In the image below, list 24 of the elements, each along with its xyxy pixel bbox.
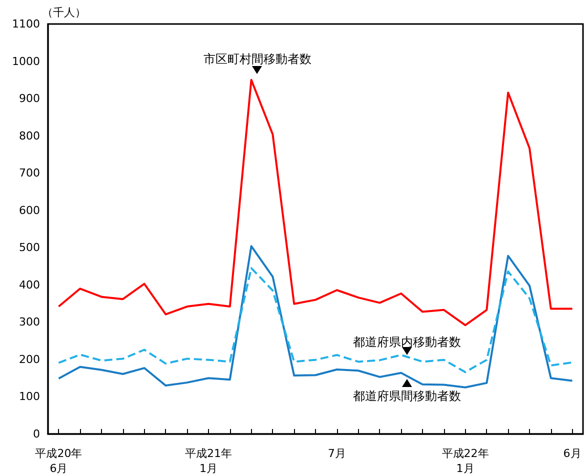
series-label: 都道府県内移動者数 bbox=[353, 334, 462, 351]
x-tick-label: 平成22年 1月 bbox=[442, 447, 489, 475]
x-tick-label: 6月 bbox=[563, 447, 582, 460]
y-tick-label: 1000 bbox=[12, 54, 40, 68]
y-tick-label: 300 bbox=[19, 316, 40, 329]
x-tick-label: 平成20年 6月 bbox=[35, 447, 82, 475]
line-series bbox=[58, 267, 574, 374]
y-tick-label: 1100 bbox=[12, 18, 40, 30]
y-tick-label: 0 bbox=[33, 428, 40, 440]
line-series bbox=[58, 245, 574, 388]
x-tick-label: 平成21年 1月 bbox=[185, 447, 232, 475]
y-tick-label: 100 bbox=[19, 390, 40, 404]
y-tick-label: 200 bbox=[19, 352, 40, 366]
line-series bbox=[58, 78, 574, 326]
y-tick-label: 600 bbox=[19, 204, 40, 217]
y-tick-label: 500 bbox=[19, 241, 40, 254]
y-tick-label: 800 bbox=[19, 129, 40, 142]
series-label: 市区町村間移動者数 bbox=[203, 50, 312, 68]
y-tick-label: 700 bbox=[19, 166, 40, 180]
x-tick-label: 7月 bbox=[328, 447, 346, 460]
y-tick-label: 400 bbox=[19, 278, 40, 292]
y-axis-title: （千人） bbox=[42, 6, 86, 19]
series-label: 都道府県間移動者数 bbox=[353, 388, 462, 405]
y-tick-label: 900 bbox=[19, 92, 40, 106]
